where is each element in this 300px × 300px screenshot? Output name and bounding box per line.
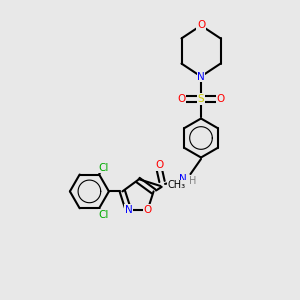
- Text: N: N: [179, 173, 187, 184]
- Text: N: N: [124, 205, 132, 215]
- Text: S: S: [198, 94, 204, 104]
- Text: CH₃: CH₃: [167, 180, 185, 190]
- Text: O: O: [177, 94, 186, 104]
- Text: O: O: [197, 20, 205, 31]
- Text: N: N: [197, 71, 205, 82]
- Text: O: O: [216, 94, 225, 104]
- Text: O: O: [143, 205, 152, 215]
- Text: Cl: Cl: [99, 163, 109, 173]
- Text: O: O: [155, 160, 163, 170]
- Text: Cl: Cl: [99, 210, 109, 220]
- Text: H: H: [189, 176, 196, 186]
